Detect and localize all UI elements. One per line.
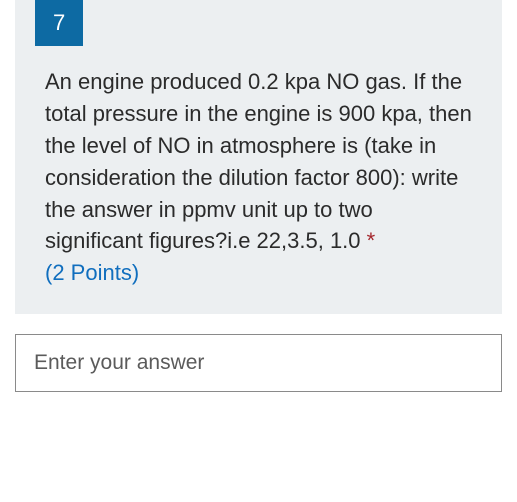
question-body: An engine produced 0.2 kpa NO gas. If th… [45,69,472,253]
answer-input[interactable] [15,334,502,392]
answer-wrapper [0,334,517,392]
required-marker: * [361,228,376,253]
question-number-badge: 7 [35,0,83,46]
question-points: (2 Points) [45,260,139,285]
question-text-block: An engine produced 0.2 kpa NO gas. If th… [15,46,502,289]
question-card: 7 An engine produced 0.2 kpa NO gas. If … [15,0,502,314]
